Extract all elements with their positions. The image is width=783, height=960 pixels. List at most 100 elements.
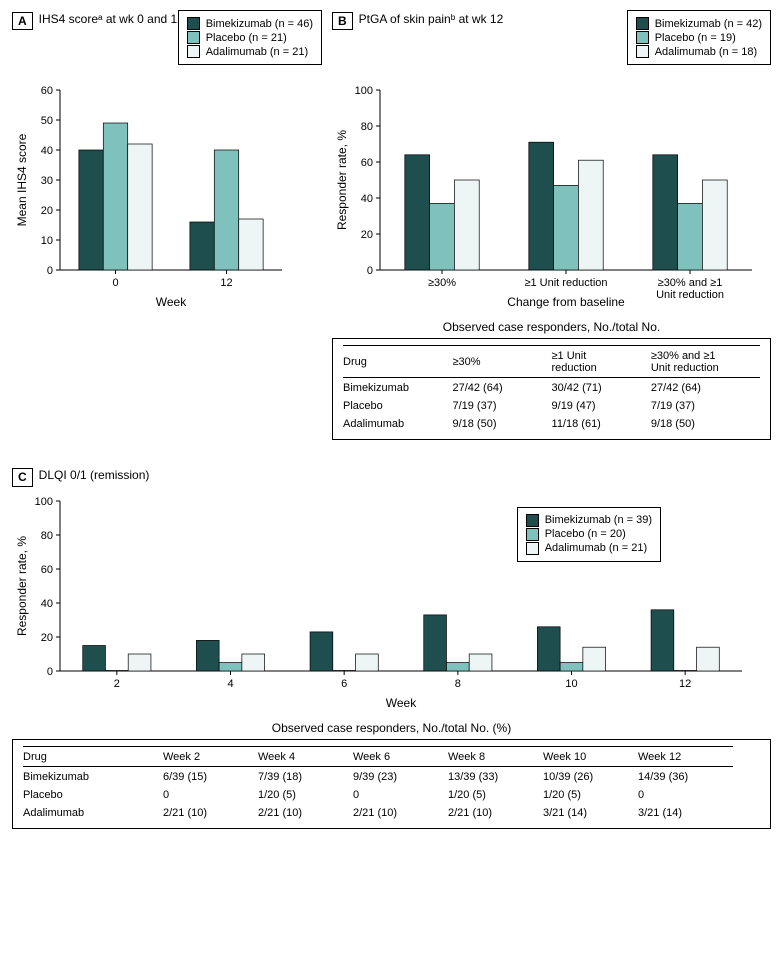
panel-b-letter: B [332, 12, 353, 30]
panel-a-legend: Bimekizumab (n = 46) Placebo (n = 21) Ad… [178, 10, 322, 65]
table-cell: 13/39 (33) [448, 766, 543, 786]
table-cell: 27/42 (64) [651, 378, 760, 398]
svg-text:20: 20 [41, 205, 53, 217]
panel-c-chart: 020406080100Responder rate, %24681012Wee… [12, 491, 771, 711]
svg-text:0: 0 [47, 265, 53, 277]
svg-text:50: 50 [41, 115, 53, 127]
swatch-adalimumab [636, 45, 649, 58]
table-cell: 9/18 (50) [452, 415, 551, 433]
table-header: Week 6 [353, 746, 448, 766]
table-cell: 14/39 (36) [638, 766, 733, 786]
svg-text:4: 4 [227, 678, 233, 690]
panel-c-letter: C [12, 468, 33, 486]
svg-text:Week: Week [386, 696, 417, 710]
panel-b-title: PtGA of skin painᵇ at wk 12 [359, 12, 504, 26]
swatch-adalimumab [526, 542, 539, 555]
table-row: Adalimumab9/18 (50)11/18 (61)9/18 (50) [343, 415, 760, 433]
table-row: Placebo7/19 (37)9/19 (47)7/19 (37) [343, 397, 760, 415]
svg-text:80: 80 [41, 530, 53, 542]
svg-text:12: 12 [679, 678, 691, 690]
panel-b: B PtGA of skin painᵇ at wk 12 Bimekizuma… [332, 12, 771, 440]
svg-text:Unit reduction: Unit reduction [656, 289, 724, 301]
swatch-placebo [526, 528, 539, 541]
panel-c-legend: Bimekizumab (n = 39) Placebo (n = 20) Ad… [517, 507, 661, 562]
table-header: Week 4 [258, 746, 353, 766]
table-header: Week 2 [163, 746, 258, 766]
table-header: Week 12 [638, 746, 733, 766]
svg-text:10: 10 [565, 678, 577, 690]
svg-text:Mean IHS4 score: Mean IHS4 score [15, 134, 29, 227]
svg-text:8: 8 [455, 678, 461, 690]
table-header: ≥30% and ≥1Unit reduction [651, 346, 760, 378]
swatch-adalimumab [187, 45, 200, 58]
svg-text:40: 40 [41, 598, 53, 610]
svg-text:40: 40 [361, 193, 373, 205]
table-cell: 2/21 (10) [163, 804, 258, 822]
table-cell: 6/39 (15) [163, 766, 258, 786]
table-row: Bimekizumab6/39 (15)7/39 (18)9/39 (23)13… [23, 766, 733, 786]
svg-text:Responder rate, %: Responder rate, % [335, 130, 349, 230]
top-row: A IHS4 scoreᵃ at wk 0 and 12 Bimekizumab… [12, 12, 771, 440]
legend-label: Bimekizumab (n = 46) [206, 18, 313, 30]
swatch-bimekizumab [187, 17, 200, 30]
panel-c-table-box: DrugWeek 2Week 4Week 6Week 8Week 10Week … [12, 739, 771, 829]
table-cell: 2/21 (10) [353, 804, 448, 822]
table-cell: Placebo [23, 786, 163, 804]
panel-a-header: A IHS4 scoreᵃ at wk 0 and 12 Bimekizumab… [12, 12, 312, 30]
table-header: Drug [343, 346, 452, 378]
panel-a: A IHS4 scoreᵃ at wk 0 and 12 Bimekizumab… [12, 12, 312, 440]
panel-c-header: C DLQI 0/1 (remission) [12, 468, 771, 486]
table-header: Drug [23, 746, 163, 766]
table-cell: Bimekizumab [343, 378, 452, 398]
svg-text:0: 0 [47, 666, 53, 678]
legend-label: Placebo (n = 19) [655, 32, 736, 44]
table-cell: Placebo [343, 397, 452, 415]
table-cell: 9/19 (47) [552, 397, 651, 415]
table-row: Adalimumab2/21 (10)2/21 (10)2/21 (10)2/2… [23, 804, 733, 822]
table-cell: 1/20 (5) [258, 786, 353, 804]
table-cell: 0 [163, 786, 258, 804]
svg-text:20: 20 [41, 632, 53, 644]
svg-text:≥1 Unit reduction: ≥1 Unit reduction [524, 277, 607, 289]
legend-label: Adalimumab (n = 21) [206, 46, 308, 58]
legend-label: Bimekizumab (n = 39) [545, 514, 652, 526]
svg-text:100: 100 [35, 496, 53, 508]
table-cell: 1/20 (5) [543, 786, 638, 804]
panel-b-legend: Bimekizumab (n = 42) Placebo (n = 19) Ad… [627, 10, 771, 65]
table-header: ≥1 Unitreduction [552, 346, 651, 378]
table-cell: 3/21 (14) [638, 804, 733, 822]
legend-label: Placebo (n = 21) [206, 32, 287, 44]
svg-text:Week: Week [156, 295, 187, 309]
panel-b-chart: 020406080100Responder rate, %≥30%≥1 Unit… [332, 80, 771, 310]
table-cell: 7/39 (18) [258, 766, 353, 786]
svg-text:20: 20 [361, 229, 373, 241]
swatch-placebo [187, 31, 200, 44]
legend-label: Bimekizumab (n = 42) [655, 18, 762, 30]
panel-a-letter: A [12, 12, 33, 30]
svg-text:10: 10 [41, 235, 53, 247]
svg-text:≥30%: ≥30% [428, 277, 456, 289]
table-header: ≥30% [452, 346, 551, 378]
panel-b-header: B PtGA of skin painᵇ at wk 12 Bimekizuma… [332, 12, 771, 30]
panel-a-chart: 0102030405060Mean IHS4 score012Week [12, 80, 312, 310]
legend-label: Placebo (n = 20) [545, 528, 626, 540]
table-cell: Adalimumab [23, 804, 163, 822]
svg-text:0: 0 [367, 265, 373, 277]
swatch-placebo [636, 31, 649, 44]
panel-c-table: DrugWeek 2Week 4Week 6Week 8Week 10Week … [23, 746, 733, 822]
table-cell: 2/21 (10) [448, 804, 543, 822]
swatch-bimekizumab [526, 514, 539, 527]
table-row: Placebo01/20 (5)01/20 (5)1/20 (5)0 [23, 786, 733, 804]
panel-c-table-title: Observed case responders, No./total No. … [12, 721, 771, 735]
table-cell: 0 [353, 786, 448, 804]
table-cell: 3/21 (14) [543, 804, 638, 822]
table-cell: Adalimumab [343, 415, 452, 433]
table-cell: 10/39 (26) [543, 766, 638, 786]
svg-text:30: 30 [41, 175, 53, 187]
table-cell: 9/39 (23) [353, 766, 448, 786]
svg-text:≥30% and ≥1: ≥30% and ≥1 [658, 277, 723, 289]
panel-b-table-title: Observed case responders, No./total No. [332, 320, 771, 334]
panel-c: C DLQI 0/1 (remission) 020406080100Respo… [12, 468, 771, 828]
table-cell: 0 [638, 786, 733, 804]
table-cell: 7/19 (37) [651, 397, 760, 415]
